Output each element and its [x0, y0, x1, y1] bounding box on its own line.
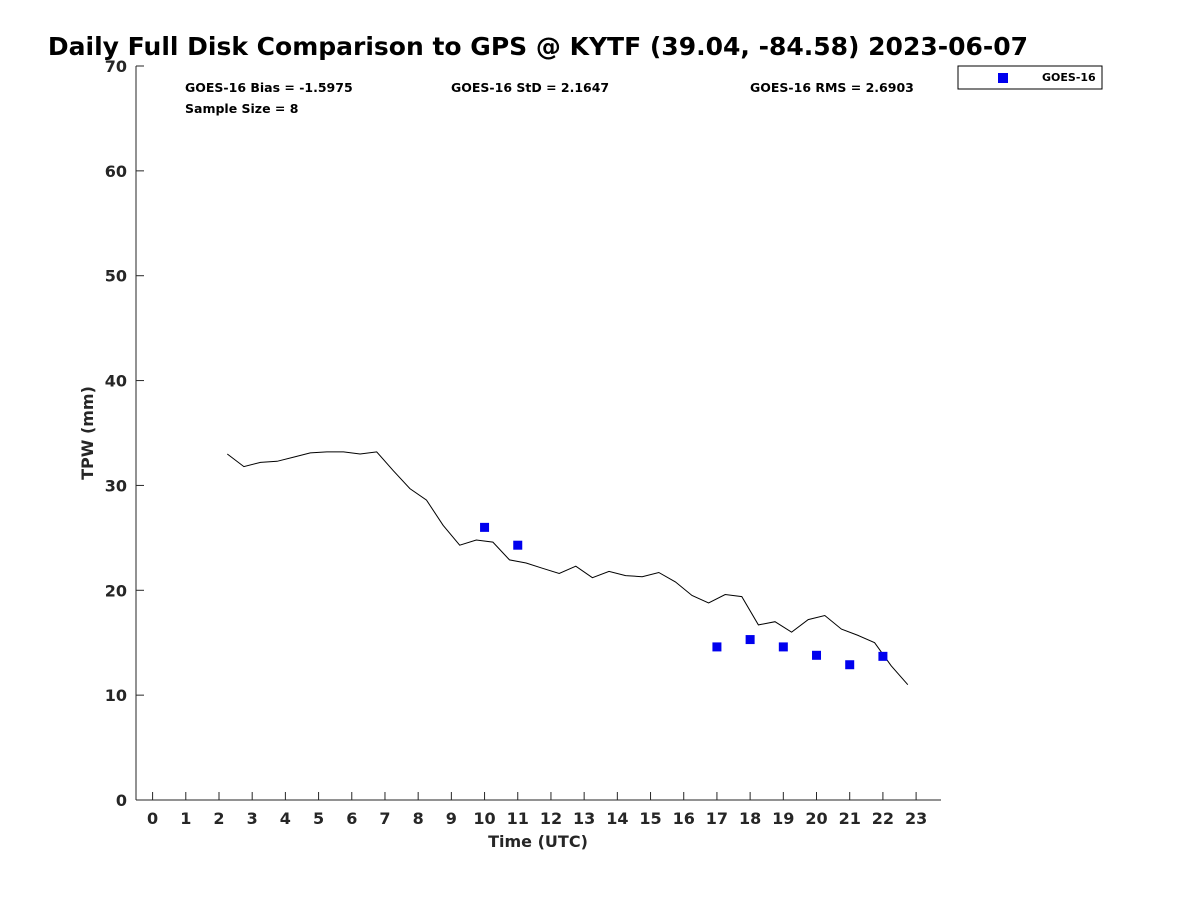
- y-tick-label-60: 60: [105, 162, 127, 181]
- y-tick-label-10: 10: [105, 686, 127, 705]
- gps-line: [226, 451, 909, 686]
- goes16-point-3: [745, 635, 755, 645]
- goes16-point-4: [778, 642, 788, 652]
- x-tick-label-14: 14: [606, 809, 628, 828]
- legend-label-goes16: GOES-16: [1042, 71, 1096, 84]
- x-tick-label-13: 13: [573, 809, 595, 828]
- y-tick-label-70: 70: [105, 57, 127, 76]
- chart-title: Daily Full Disk Comparison to GPS @ KYTF…: [48, 32, 1028, 61]
- stat-rms: GOES-16 RMS = 2.6903: [750, 80, 914, 95]
- x-tick-label-20: 20: [805, 809, 827, 828]
- x-tick-label-2: 2: [213, 809, 224, 828]
- goes16-point-2: [712, 642, 722, 652]
- y-tick-label-0: 0: [116, 791, 127, 810]
- goes16-point-5: [812, 650, 822, 660]
- axes: 0 1 2 3 4 5 6 7 8 9 10 11 12 13 14 15 16 17 18 19 20 21 22 2301…: [105, 57, 941, 828]
- x-tick-label-8: 8: [413, 809, 424, 828]
- y-tick-label-40: 40: [105, 372, 127, 391]
- x-tick-label-7: 7: [379, 809, 390, 828]
- y-axis-label: TPW (mm): [78, 386, 97, 480]
- goes16-series: [480, 522, 888, 670]
- x-tick-label-0: 0: [147, 809, 158, 828]
- x-tick-label-11: 11: [507, 809, 529, 828]
- x-tick-label-1: 1: [180, 809, 191, 828]
- legend-marker-goes16: [998, 73, 1008, 83]
- y-tick-label-30: 30: [105, 476, 127, 495]
- goes16-point-6: [845, 660, 855, 670]
- y-tick-label-20: 20: [105, 581, 127, 600]
- legend-box: [957, 65, 1103, 90]
- x-tick-label-5: 5: [313, 809, 324, 828]
- x-tick-label-15: 15: [639, 809, 661, 828]
- x-tick-label-6: 6: [346, 809, 357, 828]
- x-tick-label-19: 19: [772, 809, 794, 828]
- stat-std: GOES-16 StD = 2.1647: [451, 80, 609, 95]
- y-tick-label-50: 50: [105, 267, 127, 286]
- x-tick-label-4: 4: [280, 809, 291, 828]
- x-tick-label-18: 18: [739, 809, 761, 828]
- x-axis-label: Time (UTC): [488, 832, 588, 851]
- gps-series: [226, 451, 909, 686]
- stat-bias: GOES-16 Bias = -1.5975: [185, 80, 353, 95]
- x-tick-label-22: 22: [872, 809, 894, 828]
- stat-sample-size: Sample Size = 8: [185, 101, 298, 116]
- x-tick-label-10: 10: [473, 809, 495, 828]
- x-tick-label-9: 9: [446, 809, 457, 828]
- legend: GOES-16: [957, 65, 1103, 90]
- x-tick-label-16: 16: [673, 809, 695, 828]
- x-tick-label-3: 3: [247, 809, 258, 828]
- x-tick-label-21: 21: [839, 809, 861, 828]
- x-tick-label-17: 17: [706, 809, 728, 828]
- x-tick-label-12: 12: [540, 809, 562, 828]
- goes16-point-1: [513, 540, 523, 550]
- x-tick-label-23: 23: [905, 809, 927, 828]
- goes16-point-0: [480, 522, 490, 532]
- goes16-point-7: [878, 651, 888, 661]
